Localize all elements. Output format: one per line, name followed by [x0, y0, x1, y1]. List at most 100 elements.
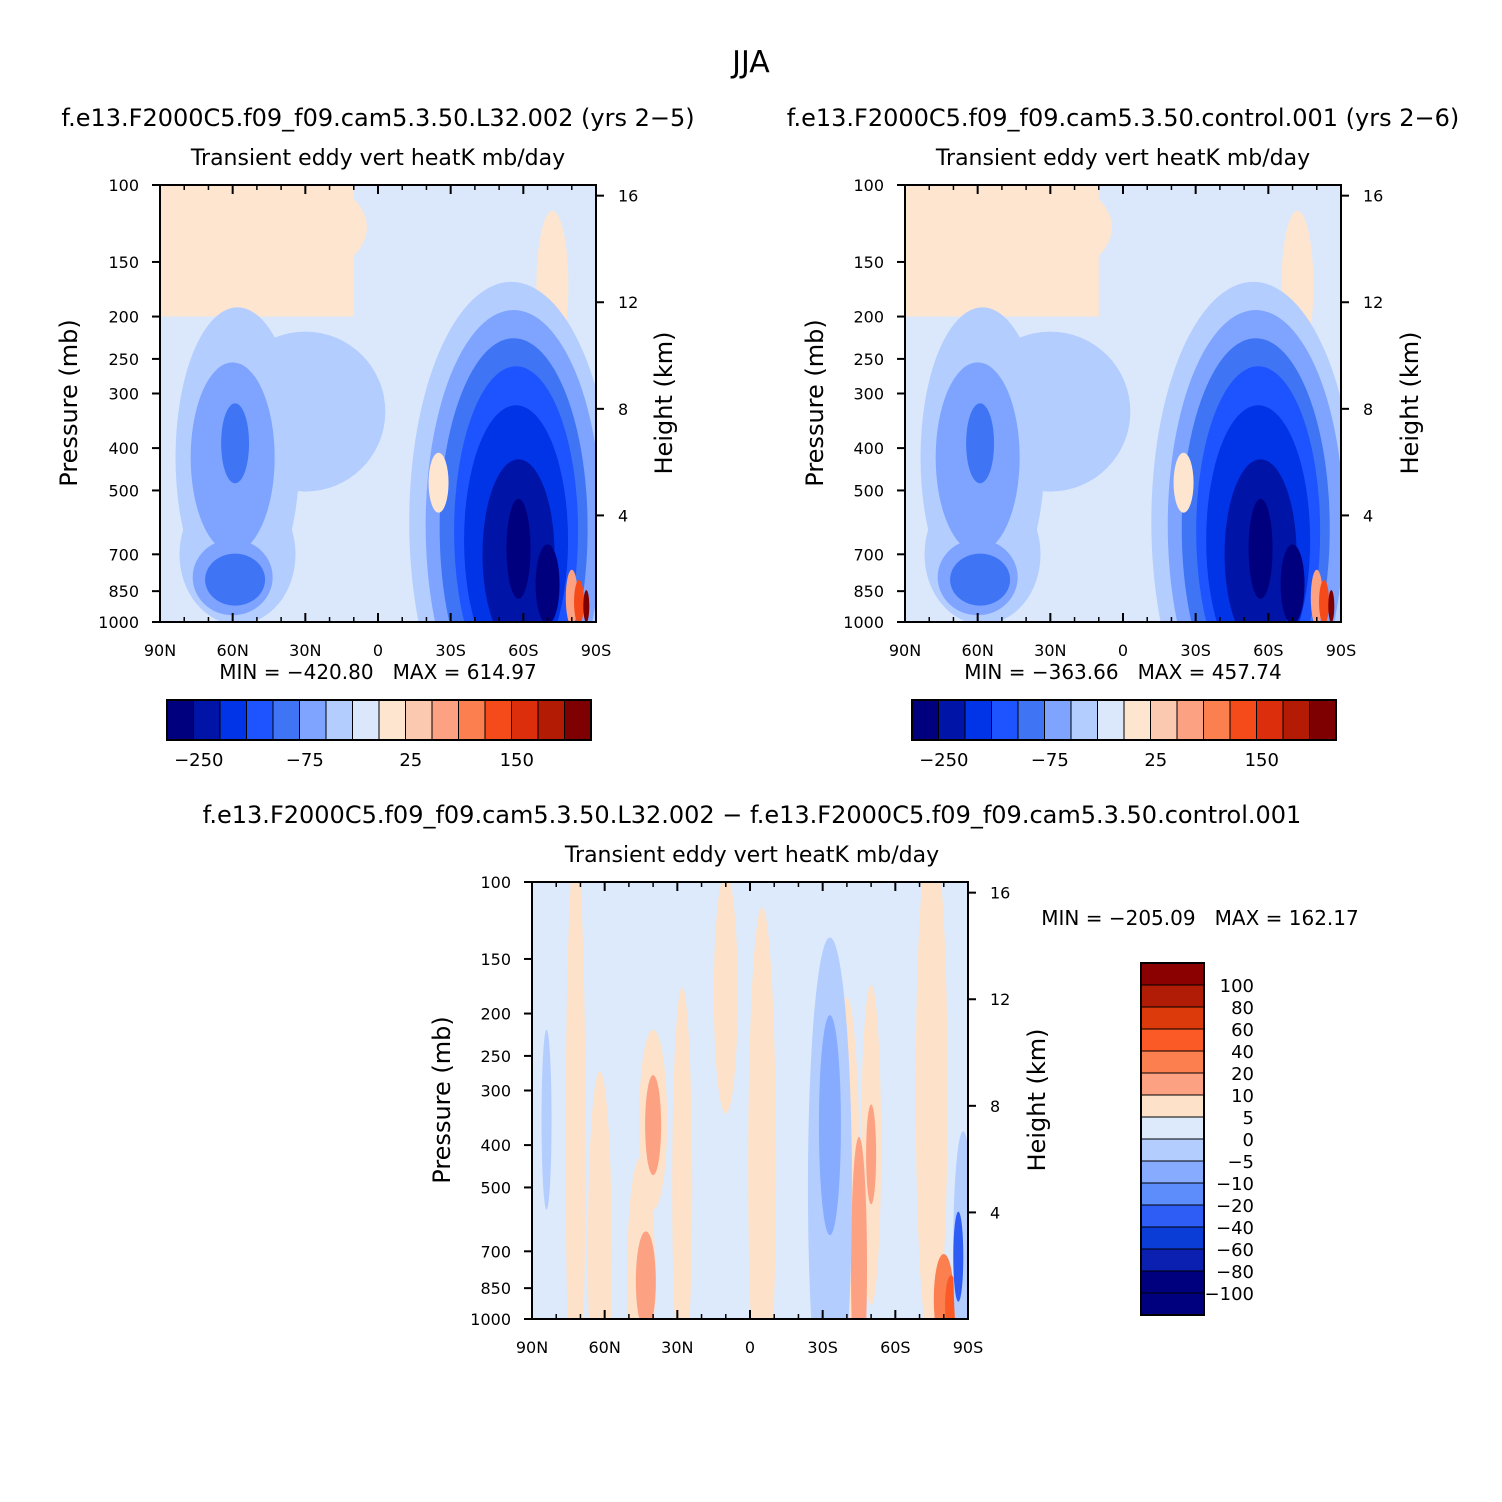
colorbar-box: [1140, 1050, 1205, 1074]
x-tick-label: 30S: [1180, 641, 1211, 660]
colorbar-label: 0: [1243, 1130, 1254, 1151]
colorbar-box: [1070, 699, 1098, 741]
colorbar-box: [1140, 1226, 1205, 1250]
y2-tick-label: 4: [618, 506, 628, 525]
colorbar-box: [1140, 962, 1205, 986]
positive-contour: [428, 452, 449, 513]
colorbar-box: [458, 699, 486, 741]
colorbar-box: [352, 699, 380, 741]
y-tick-label: 200: [480, 1005, 511, 1024]
y-tick-label: 150: [480, 950, 511, 969]
colorbar-label: 60: [1231, 1020, 1254, 1041]
colorbar-box: [378, 699, 406, 741]
positive-contour: [866, 1104, 877, 1205]
colorbar-box: [1256, 699, 1284, 741]
colorbar-label: −250: [919, 750, 968, 771]
positive-contour: [748, 907, 777, 1319]
colorbar-box: [1309, 699, 1337, 741]
negative-contour: [1248, 498, 1273, 599]
colorbar-label: 10: [1231, 1086, 1254, 1107]
colorbar-label: −100: [1205, 1284, 1254, 1305]
y-tick-label: 100: [108, 176, 139, 195]
x-tick-label: 60N: [962, 641, 994, 660]
positive-contour: [713, 882, 738, 1114]
colorbar-frame: [911, 699, 1337, 741]
colorbar-box: [484, 699, 512, 741]
colorbar-label: −40: [1216, 1218, 1254, 1239]
panel-2-axes: 90N 60N 30N 0 30S 60S 90S 100 150 200 250 300 400 500…: [843, 176, 1383, 660]
colorbar-box: [1097, 699, 1125, 741]
y-tick-label: 250: [108, 350, 139, 369]
panel-2-ylabel: Pressure (mb): [801, 319, 829, 486]
y2-tick-label: 16: [990, 884, 1010, 903]
negative-contour: [818, 1015, 841, 1236]
negative-contour: [506, 498, 531, 599]
colorbar-box: [272, 699, 300, 741]
y-tick-label: 500: [480, 1178, 511, 1197]
colorbar-label: −10: [1216, 1174, 1254, 1195]
positive-contour: [851, 1136, 867, 1319]
y-tick-label: 850: [480, 1279, 511, 1298]
colorbar-box: [1140, 1094, 1205, 1118]
x-tick-label: 0: [1118, 641, 1128, 660]
y2-tick-label: 8: [1363, 400, 1373, 419]
negative-contour: [1123, 185, 1160, 262]
x-tick-label: 60S: [508, 641, 539, 660]
y-tick-label: 500: [108, 481, 139, 500]
panel-1-ylabel: Pressure (mb): [55, 319, 83, 486]
x-tick-label: 30S: [435, 641, 466, 660]
colorbar-box: [1140, 1160, 1205, 1184]
y-tick-label: 700: [853, 545, 884, 564]
colorbar-box: [564, 699, 592, 741]
colorbar-box: [1140, 1006, 1205, 1030]
negative-contour: [205, 553, 266, 606]
panel-2-colorbar: −250 −75 25 150: [911, 699, 1337, 771]
colorbar-label: 80: [1231, 998, 1254, 1019]
negative-contour: [1280, 544, 1305, 622]
y2-tick-label: 8: [618, 400, 628, 419]
x-tick-label: 90S: [953, 1338, 984, 1357]
colorbar-box: [1140, 1028, 1205, 1052]
colorbar-box: [938, 699, 966, 741]
panel-3-axes: 90N 60N 30N 0 30S 60S 90S 100 150 200 250 300 400 500…: [470, 873, 1010, 1357]
panel-1-case-title: f.e13.F2000C5.f09_f09.cam5.3.50.L32.002 …: [61, 104, 694, 132]
y2-tick-label: 12: [990, 990, 1010, 1009]
x-tick-label: 90S: [1326, 641, 1357, 660]
colorbar-box: [537, 699, 565, 741]
colorbar-label: −75: [1031, 750, 1069, 771]
y-tick-label: 1000: [98, 613, 139, 632]
y-tick-label: 300: [480, 1082, 511, 1101]
panel-3: f.e13.F2000C5.f09_f09.cam5.3.50.L32.002 …: [203, 801, 1359, 1357]
x-tick-label: 30N: [289, 641, 321, 660]
colorbar-label: 20: [1231, 1064, 1254, 1085]
panel-1-contours: [160, 185, 596, 622]
colorbar-box: [1140, 1116, 1205, 1140]
colorbar-box: [1140, 1270, 1205, 1294]
y2-tick-label: 12: [618, 293, 638, 312]
panel-2-case-title: f.e13.F2000C5.f09_f09.cam5.3.50.control.…: [787, 104, 1460, 132]
colorbar-label: −75: [286, 750, 324, 771]
y-tick-label: 300: [108, 385, 139, 404]
colorbar-label: 150: [1245, 750, 1279, 771]
x-tick-label: 30N: [661, 1338, 693, 1357]
y-tick-label: 700: [108, 545, 139, 564]
colorbar-label: −5: [1227, 1152, 1254, 1173]
panel-1: f.e13.F2000C5.f09_f09.cam5.3.50.L32.002 …: [55, 104, 695, 771]
panel-3-title: Transient eddy vert heatK mb/day: [564, 843, 939, 868]
y2-tick-label: 16: [618, 187, 638, 206]
y2-tick-label: 8: [990, 1097, 1000, 1116]
x-tick-label: 30S: [807, 1338, 838, 1357]
positive-contour: [583, 590, 590, 622]
negative-contour: [953, 1211, 964, 1302]
colorbar-box: [1140, 1182, 1205, 1206]
colorbar-box: [1229, 699, 1257, 741]
negative-contour: [535, 544, 560, 622]
y2-tick-label: 16: [1363, 187, 1383, 206]
y-tick-label: 200: [108, 308, 139, 327]
y-tick-label: 150: [853, 253, 884, 272]
negative-contour: [966, 403, 995, 484]
positive-contour: [587, 1071, 612, 1319]
panel-2: f.e13.F2000C5.f09_f09.cam5.3.50.control.…: [787, 104, 1460, 771]
x-tick-label: 90N: [516, 1338, 548, 1357]
